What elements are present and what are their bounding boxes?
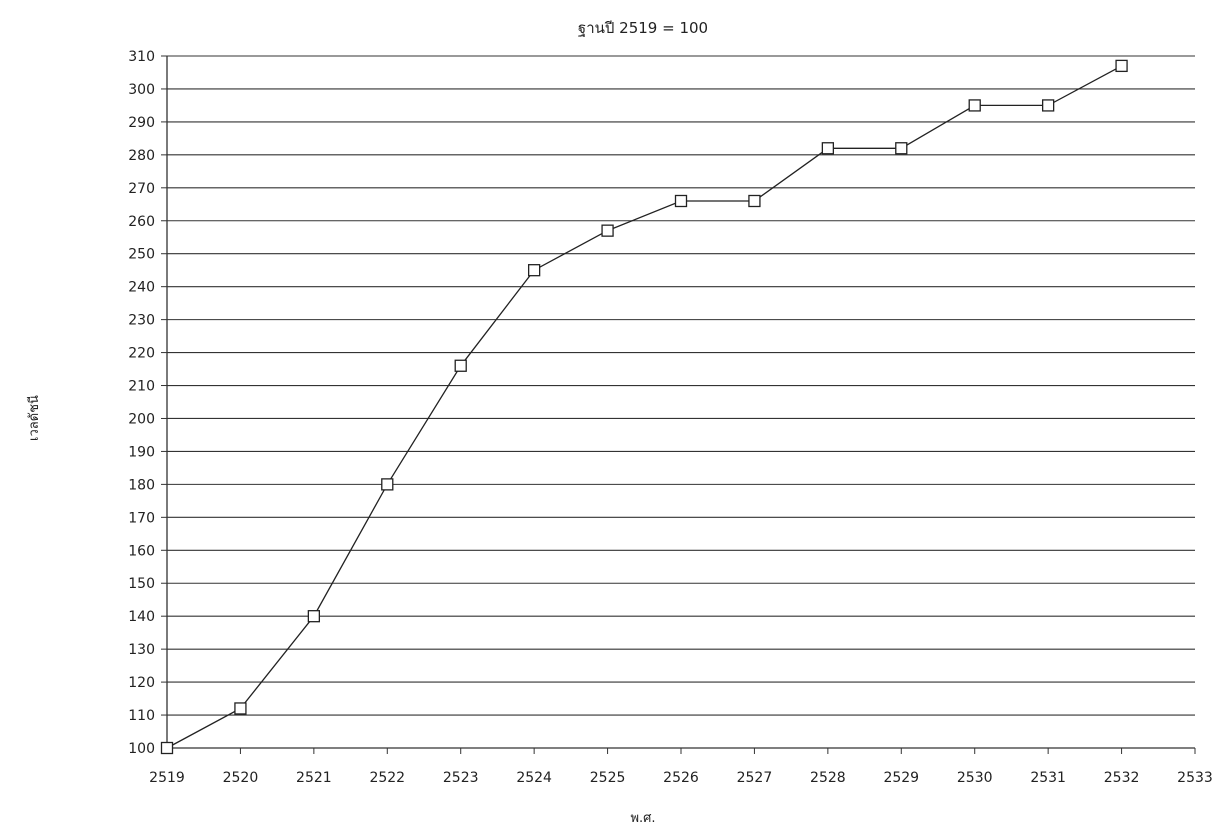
y-tick-label: 260 <box>128 214 155 230</box>
y-tick-label: 120 <box>128 675 155 691</box>
y-tick-label: 190 <box>128 444 155 460</box>
data-point-marker <box>601 224 614 237</box>
y-tick-label: 240 <box>128 280 155 296</box>
data-point-marker <box>527 264 541 277</box>
data-point-marker <box>821 142 835 155</box>
data-point-marker <box>381 478 394 491</box>
data-point-marker <box>234 702 247 715</box>
x-tick-label: 2521 <box>296 770 332 786</box>
x-tick-label: 2519 <box>149 770 185 786</box>
data-point-marker <box>1041 99 1055 112</box>
series-line <box>166 65 1122 749</box>
x-tick-label: 2531 <box>1030 770 1066 786</box>
y-tick-label: 290 <box>128 115 155 131</box>
y-tick-label: 250 <box>128 247 155 263</box>
y-tick-label: 150 <box>128 576 155 592</box>
data-point-marker <box>160 741 174 755</box>
x-tick-label: 2523 <box>443 770 479 786</box>
x-tick-labels: 2519 2520 2521 2522 2523 2524 2525 2526 2527 2528… <box>149 770 1213 786</box>
x-tick-label: 2527 <box>737 770 773 786</box>
y-tick-label: 110 <box>128 708 155 724</box>
y-tick-label: 200 <box>128 411 155 427</box>
grid-layer <box>167 55 1195 749</box>
x-tick-label: 2525 <box>590 770 626 786</box>
x-tick-label: 2529 <box>883 770 919 786</box>
data-point-marker <box>674 194 688 208</box>
x-tick-label: 2520 <box>223 770 259 786</box>
x-tick-label: 2522 <box>369 770 405 786</box>
y-tick-label: 310 <box>128 49 155 65</box>
y-tick-label: 170 <box>128 510 155 526</box>
x-tick-label: 2532 <box>1104 770 1140 786</box>
y-tick-label: 220 <box>128 346 155 362</box>
y-tick-label: 100 <box>128 741 155 757</box>
y-tick-label: 130 <box>128 642 155 658</box>
y-axis-label: เวลดัชนี <box>26 395 42 441</box>
series-layer <box>160 59 1128 755</box>
y-tick-label: 300 <box>128 82 155 98</box>
y-tick-label: 180 <box>128 477 155 493</box>
y-tick-label: 160 <box>128 543 155 559</box>
y-tick-label: 210 <box>128 379 155 395</box>
x-tick-label: 2533 <box>1177 770 1213 786</box>
y-tick-labels: 100 110 120 130 140 150 160 170 180 190 200 210 220 2… <box>128 49 155 757</box>
x-tick-label: 2524 <box>516 770 552 786</box>
data-point-marker <box>1115 59 1128 73</box>
x-axis-label: พ.ศ. <box>630 811 655 826</box>
chart-title: ฐานปี 2519 = 100 <box>578 19 708 37</box>
data-point-marker <box>895 142 908 155</box>
y-tick-label: 270 <box>128 181 155 197</box>
data-point-marker <box>454 359 467 372</box>
x-tick-label: 2528 <box>810 770 846 786</box>
y-tick-label: 280 <box>128 148 155 164</box>
data-point-marker <box>307 610 321 623</box>
x-tick-label: 2526 <box>663 770 699 786</box>
data-point-marker <box>968 99 981 112</box>
y-tick-label: 230 <box>128 313 155 329</box>
data-point-marker <box>748 194 761 208</box>
y-tick-label: 140 <box>128 609 155 625</box>
x-tick-label: 2530 <box>957 770 993 786</box>
